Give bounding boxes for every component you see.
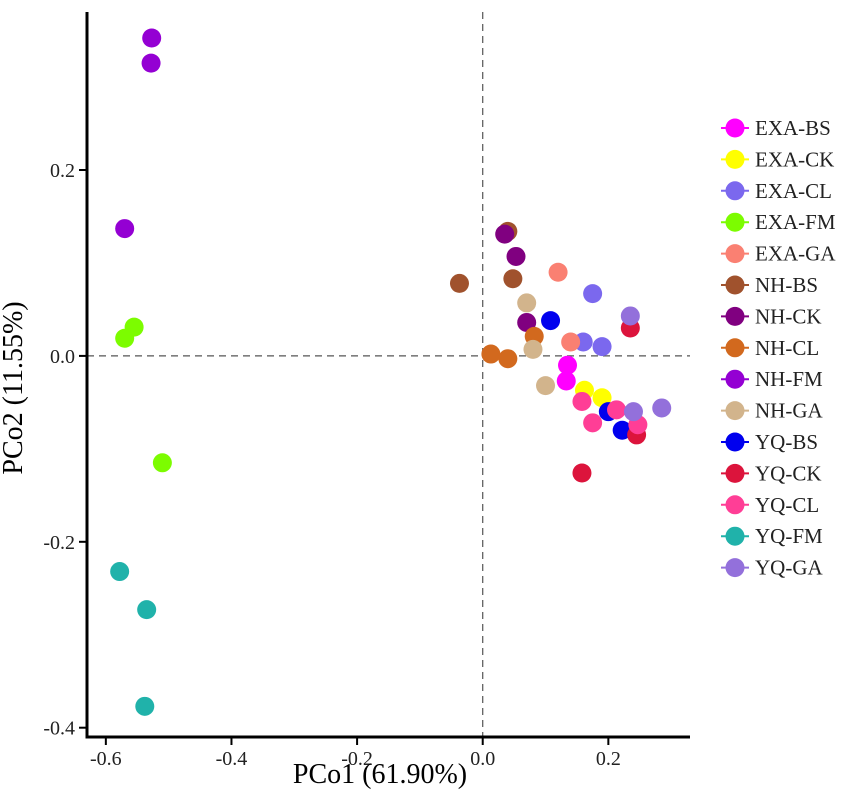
legend-label: YQ-CK [755, 461, 822, 485]
y-tick-label: -0.4 [43, 718, 75, 740]
legend-label: EXA-BS [755, 116, 831, 140]
point-yq-cl [607, 400, 627, 420]
legend-label: EXA-CK [755, 147, 834, 171]
point-nh-ck [506, 246, 526, 266]
point-exa-ga [561, 332, 581, 352]
legend-key-marker [725, 558, 745, 578]
legend-item-yq-ck: YQ-CK [721, 461, 822, 485]
legend-item-yq-bs: YQ-BS [721, 430, 818, 454]
legend-key-marker [725, 275, 745, 295]
x-tick-label: -0.6 [90, 748, 122, 770]
point-exa-bs [556, 371, 576, 391]
point-yq-cl [583, 413, 603, 433]
legend-item-yq-cl: YQ-CL [721, 493, 819, 517]
point-exa-cl [583, 284, 603, 304]
legend-item-nh-ck: NH-CK [721, 304, 822, 328]
legend-key-marker [725, 463, 745, 483]
legend-key-marker [725, 118, 745, 138]
legend-item-nh-cl: NH-CL [721, 336, 819, 360]
legend-label: YQ-BS [755, 430, 818, 454]
point-nh-ga [523, 339, 543, 359]
legend-key-marker [725, 432, 745, 452]
legend-label: NH-CL [755, 336, 819, 360]
x-tick-label: 0.0 [470, 748, 495, 770]
point-nh-ck [495, 224, 515, 244]
legend-item-exa-fm: EXA-FM [721, 210, 836, 234]
legend-key-marker [725, 338, 745, 358]
point-nh-fm [142, 28, 162, 48]
legend: EXA-BS EXA-CK EXA-CL EXA-FM EXA-GA NH-BS NH-CK… [721, 116, 836, 580]
data-points [110, 28, 672, 716]
point-exa-bs [558, 355, 578, 375]
legend-item-yq-ga: YQ-GA [721, 556, 823, 580]
point-yq-ga [623, 402, 643, 422]
y-axis-label: PCo2 (11.55%) [0, 301, 29, 474]
legend-item-exa-ck: EXA-CK [721, 147, 834, 171]
axes: -0.6 -0.4 -0.2 0.0 0.2 -0.4 -0.2 0.0 0.2 [43, 12, 690, 770]
x-tick-label: -0.2 [341, 748, 373, 770]
x-tick-label: 0.2 [596, 748, 621, 770]
point-nh-ck [517, 312, 537, 332]
point-exa-ga [548, 262, 568, 282]
legend-label: EXA-GA [755, 242, 836, 266]
legend-label: YQ-CL [755, 493, 819, 517]
legend-label: EXA-FM [755, 210, 836, 234]
legend-label: YQ-FM [755, 524, 823, 548]
legend-item-nh-ga: NH-GA [721, 399, 823, 423]
point-yq-ck [572, 463, 592, 483]
legend-key-marker [725, 495, 745, 515]
legend-key-marker [725, 401, 745, 421]
legend-item-yq-fm: YQ-FM [721, 524, 823, 548]
point-yq-bs [612, 420, 632, 440]
point-nh-bs [503, 269, 523, 289]
point-nh-cl [481, 344, 501, 364]
point-exa-fm [115, 328, 135, 348]
legend-item-nh-fm: NH-FM [721, 367, 823, 391]
legend-label: NH-GA [755, 399, 823, 423]
legend-key-marker [725, 526, 745, 546]
x-axis-label: PCo1 (61.90%) [293, 759, 467, 790]
point-nh-ga [536, 376, 556, 396]
point-nh-fm [141, 53, 161, 73]
legend-key-marker [725, 149, 745, 169]
y-tick-label: -0.2 [43, 532, 75, 554]
legend-label: NH-CK [755, 304, 822, 328]
point-nh-ga [517, 293, 537, 313]
reference-lines [87, 12, 690, 737]
point-yq-cl [572, 391, 592, 411]
point-yq-ga [620, 306, 640, 326]
y-tick-label: 0.2 [50, 160, 75, 182]
point-nh-bs [449, 273, 469, 293]
x-tick-label: -0.4 [216, 748, 248, 770]
legend-key-marker [725, 212, 745, 232]
point-yq-fm [135, 696, 155, 716]
legend-label: YQ-GA [755, 556, 823, 580]
legend-item-exa-cl: EXA-CL [721, 179, 832, 203]
legend-key-marker [725, 244, 745, 264]
legend-item-exa-bs: EXA-BS [721, 116, 831, 140]
legend-label: NH-BS [755, 273, 818, 297]
legend-item-exa-ga: EXA-GA [721, 242, 836, 266]
point-exa-cl [592, 337, 612, 357]
legend-label: EXA-CL [755, 179, 832, 203]
point-nh-fm [115, 219, 135, 239]
point-yq-bs [541, 311, 561, 331]
point-yq-fm [110, 562, 130, 582]
y-tick-label: 0.0 [50, 346, 75, 368]
point-yq-fm [137, 600, 157, 620]
legend-key-marker [725, 306, 745, 326]
legend-label: NH-FM [755, 367, 823, 391]
point-nh-cl [498, 349, 518, 369]
legend-item-nh-bs: NH-BS [721, 273, 818, 297]
legend-key-marker [725, 369, 745, 389]
point-exa-fm [152, 453, 172, 473]
legend-key-marker [725, 181, 745, 201]
point-yq-ga [652, 398, 672, 418]
